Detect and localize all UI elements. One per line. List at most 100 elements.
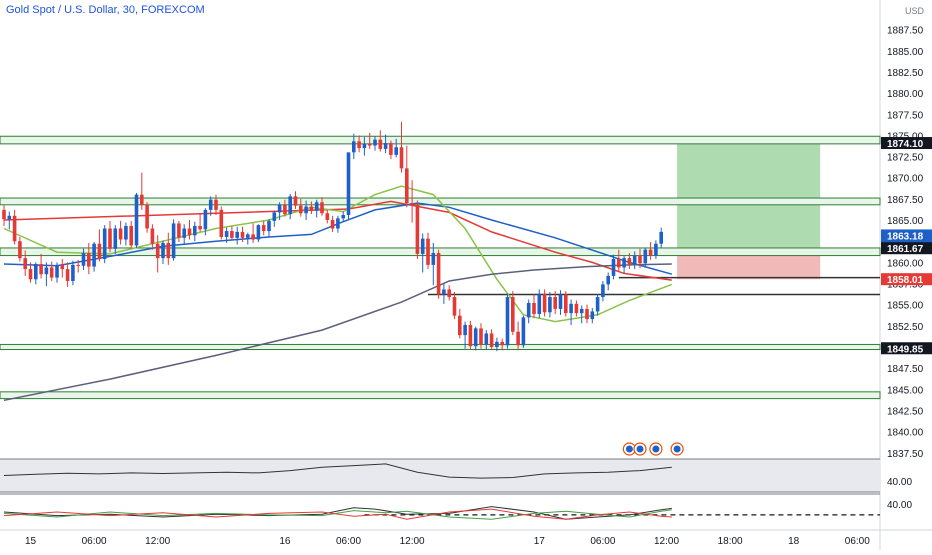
- x-tick-label: 17: [534, 536, 546, 547]
- candle-body: [489, 333, 494, 347]
- candle-body: [595, 297, 600, 312]
- price-label: 1861.67: [887, 244, 924, 255]
- candle-body: [150, 228, 155, 244]
- candle-body: [155, 243, 160, 259]
- candle-body: [569, 303, 573, 314]
- candle-body: [590, 311, 595, 320]
- candle-body: [71, 264, 75, 281]
- y-tick-label: 1842.50: [887, 406, 924, 417]
- x-tick-label: 12:00: [654, 536, 679, 547]
- price-label-bg: [881, 137, 932, 150]
- x-tick-label: 12:00: [145, 536, 170, 547]
- candle-body: [60, 264, 65, 270]
- candle-body: [102, 228, 107, 259]
- y-tick-label: 1847.50: [887, 364, 924, 375]
- candle-body: [648, 249, 653, 256]
- candle-body: [219, 209, 224, 237]
- candle-body: [405, 168, 409, 204]
- candle-body: [500, 341, 504, 346]
- candle-body: [643, 249, 648, 264]
- candle-body: [230, 231, 234, 238]
- x-tick-label: 06:00: [590, 536, 615, 547]
- candle-body: [442, 289, 446, 295]
- candle-body: [166, 242, 171, 259]
- candle-body: [118, 228, 123, 240]
- candle-body: [606, 275, 610, 285]
- y-tick-label: 1837.50: [887, 449, 924, 460]
- candle-body: [378, 139, 383, 149]
- candle-body: [208, 199, 213, 210]
- candle-body: [357, 141, 361, 149]
- price-label-bg: [881, 342, 932, 355]
- candle-body: [240, 231, 245, 238]
- x-tick-label: 06:00: [336, 536, 361, 547]
- candle-body: [415, 204, 420, 254]
- economic-event-flag: [673, 445, 681, 453]
- candle-body: [44, 267, 49, 275]
- candle-body: [537, 293, 542, 314]
- y-tick-label: 1845.00: [887, 385, 924, 396]
- candle-body: [277, 204, 282, 213]
- candle-body: [203, 209, 208, 230]
- y-tick-label: 1852.50: [887, 322, 924, 333]
- candle-body: [23, 258, 27, 270]
- candle-body: [585, 308, 589, 320]
- y-tick-label: 1870.00: [887, 174, 924, 185]
- candle-body: [224, 231, 229, 237]
- candle-body: [193, 225, 197, 236]
- candle-body: [638, 255, 642, 264]
- candle-body: [113, 228, 118, 249]
- candle-body: [521, 317, 526, 346]
- candle-body: [309, 206, 314, 211]
- candle-body: [2, 209, 6, 220]
- candle-body: [325, 213, 330, 221]
- candle-body: [161, 242, 165, 259]
- x-tick-label: 18: [788, 536, 800, 547]
- candle-body: [124, 225, 128, 240]
- candle-body: [632, 255, 637, 265]
- candle-body: [314, 202, 319, 211]
- candle-body: [479, 328, 483, 345]
- candle-body: [410, 203, 414, 205]
- candle-body: [383, 143, 388, 149]
- indicator2-tick: 40.00: [887, 500, 912, 511]
- candle-body: [463, 324, 467, 336]
- price-label-bg: [881, 273, 932, 286]
- y-tick-label: 1887.50: [887, 26, 924, 37]
- candle-body: [548, 297, 552, 313]
- indicator1-line: [3, 463, 672, 479]
- y-tick-label: 1860.00: [887, 258, 924, 269]
- indicator1-tick: 40.00: [887, 477, 912, 488]
- economic-event-flag: [636, 445, 644, 453]
- candle-body: [532, 302, 536, 314]
- y-tick-label: 1855.00: [887, 301, 924, 312]
- candle-body: [177, 223, 181, 238]
- y-tick-label: 1875.00: [887, 131, 924, 142]
- candle-body: [516, 331, 520, 346]
- y-tick-label: 1840.00: [887, 428, 924, 439]
- candle-body: [55, 264, 59, 278]
- candle-body: [458, 315, 462, 336]
- y-unit-label: USD: [905, 6, 925, 16]
- candle-body: [261, 225, 266, 232]
- candle-body: [81, 253, 86, 266]
- support-resistance-zone: [0, 391, 881, 400]
- economic-event-flag: [625, 445, 633, 453]
- candle-body: [129, 225, 133, 246]
- x-tick-label: 16: [279, 536, 291, 547]
- candle-body: [654, 243, 658, 256]
- x-tick-label: 06:00: [82, 536, 107, 547]
- candle-body: [611, 258, 616, 276]
- support-resistance-zone: [0, 135, 881, 145]
- candle-body: [622, 258, 626, 268]
- price-label-bg: [881, 242, 932, 255]
- candle-body: [389, 143, 393, 155]
- candle-body: [246, 234, 250, 238]
- candle-body: [617, 258, 621, 268]
- candle-body: [272, 212, 277, 221]
- candle-body: [468, 324, 473, 347]
- candle-body: [76, 264, 80, 266]
- candle-body: [299, 205, 303, 214]
- candle-body: [627, 258, 632, 265]
- candle-body: [484, 333, 489, 345]
